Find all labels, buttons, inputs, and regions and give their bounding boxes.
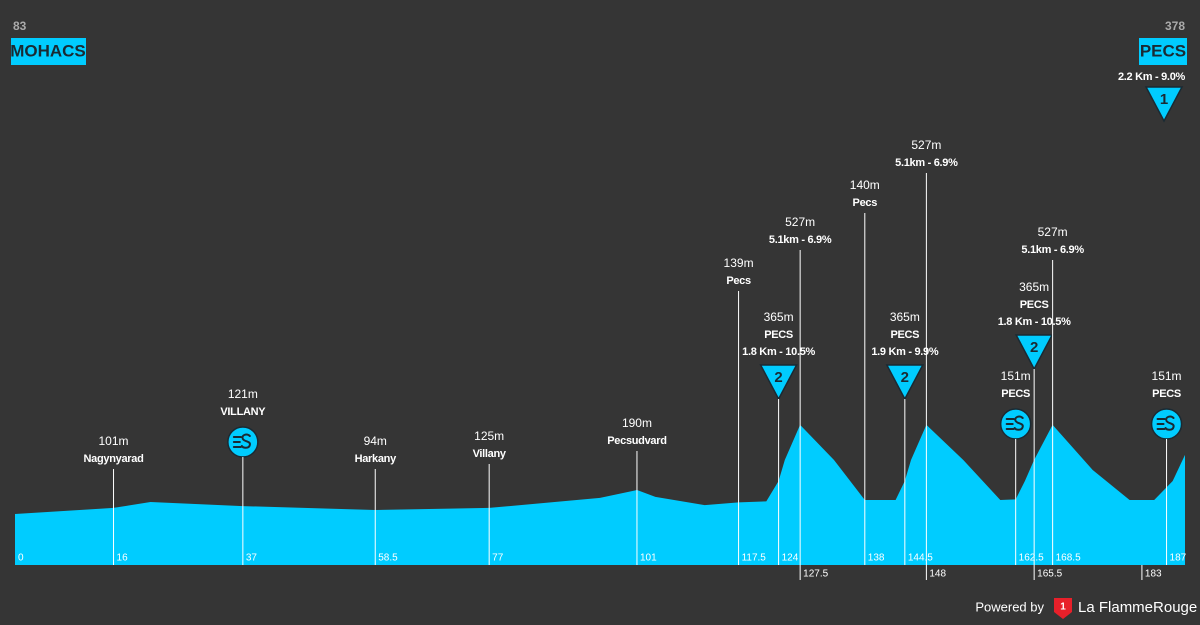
sprint-badge [227, 426, 259, 458]
waypoint-altitude: 125m [474, 429, 504, 443]
km-label: 144.5 [908, 553, 933, 564]
climb-category: 2 [901, 369, 909, 386]
sprint-badge [1150, 408, 1183, 440]
start-elevation: 83 [13, 19, 27, 33]
waypoint-climb: 1.9 Km - 9.9% [871, 346, 939, 358]
km-label: 16 [117, 553, 129, 564]
km-label: 124 [782, 553, 799, 564]
km-label: 148 [929, 569, 946, 580]
km-label: 168.5 [1056, 553, 1081, 564]
waypoint-name: PECS [1152, 388, 1181, 400]
km-label: 101 [640, 553, 657, 564]
profile-area [15, 424, 1186, 565]
waypoint-name: Villany [473, 448, 507, 460]
waypoint-altitude: 527m [785, 215, 815, 229]
waypoint-altitude: 151m [1001, 369, 1031, 383]
sprint-badge [999, 408, 1032, 440]
km-label: 117.5 [742, 553, 767, 564]
sprint-icon [1005, 415, 1024, 431]
waypoint-name: PECS [1001, 388, 1030, 400]
climb-badge [885, 364, 925, 401]
km-label: 127.5 [803, 569, 828, 580]
waypoint-altitude: 365m [890, 310, 920, 324]
km-label: 58.5 [378, 553, 398, 564]
finish-name: PECS [1140, 41, 1186, 60]
waypoint-climb: 5.1km - 6.9% [769, 234, 832, 246]
waypoint-altitude: 139m [724, 256, 754, 270]
waypoint-name: PECS [1020, 299, 1049, 311]
waypoint-altitude: 190m [622, 416, 652, 430]
finish-climb: 2.2 Km - 9.0% [1118, 71, 1186, 83]
waypoint-name: PECS [890, 329, 919, 341]
powered-by: Powered by [975, 599, 1044, 614]
sprint-icon [1156, 415, 1175, 431]
waypoint-climb: 5.1km - 6.9% [1021, 244, 1084, 256]
waypoint-altitude: 365m [1019, 280, 1049, 294]
waypoint-altitude: 527m [911, 138, 941, 152]
waypoint-name: Pecs [853, 197, 878, 209]
climb-badge [1014, 334, 1054, 371]
km-label: 165.5 [1037, 569, 1062, 580]
climb-badge [1144, 86, 1184, 123]
km-label: 183 [1145, 569, 1162, 580]
waypoint-altitude: 140m [850, 178, 880, 192]
sprint-icon [232, 433, 251, 449]
climb-category: 2 [774, 369, 782, 386]
km-label: 187 [1170, 553, 1187, 564]
waypoint-name: VILLANY [220, 406, 266, 418]
climb-badge [759, 364, 798, 401]
waypoint-name: Pecsudvard [607, 435, 666, 447]
start-box [11, 38, 86, 65]
logo-number: 1 [1060, 602, 1066, 613]
waypoint-altitude: 365m [764, 310, 794, 324]
waypoint-climb: 1.8 Km - 10.5% [742, 346, 815, 358]
km-label: 77 [492, 553, 504, 564]
start-name: MOHACS [10, 41, 86, 60]
waypoint-name: Pecs [726, 275, 751, 287]
waypoint-name: PECS [764, 329, 793, 341]
brand: La FlammeRouge [1078, 599, 1197, 616]
waypoint-altitude: 121m [228, 387, 258, 401]
finish-box [1139, 38, 1187, 65]
km-label: 0 [18, 553, 24, 564]
climb-category: 2 [1030, 339, 1038, 356]
km-label: 162.5 [1019, 553, 1044, 564]
finish-elevation: 378 [1165, 19, 1185, 33]
waypoint-name: Harkany [355, 453, 397, 465]
finish-category: 1 [1160, 91, 1168, 108]
waypoint-name: Nagynyarad [84, 453, 144, 465]
waypoint-climb: 1.8 Km - 10.5% [998, 316, 1071, 328]
km-label: 138 [868, 553, 885, 564]
km-label: 37 [246, 553, 258, 564]
waypoint-altitude: 101m [99, 434, 129, 448]
waypoint-altitude: 151m [1152, 369, 1182, 383]
waypoint-altitude: 94m [364, 434, 387, 448]
logo-shield [1054, 598, 1072, 619]
waypoint-altitude: 527m [1038, 225, 1068, 239]
waypoint-climb: 5.1km - 6.9% [895, 157, 958, 169]
